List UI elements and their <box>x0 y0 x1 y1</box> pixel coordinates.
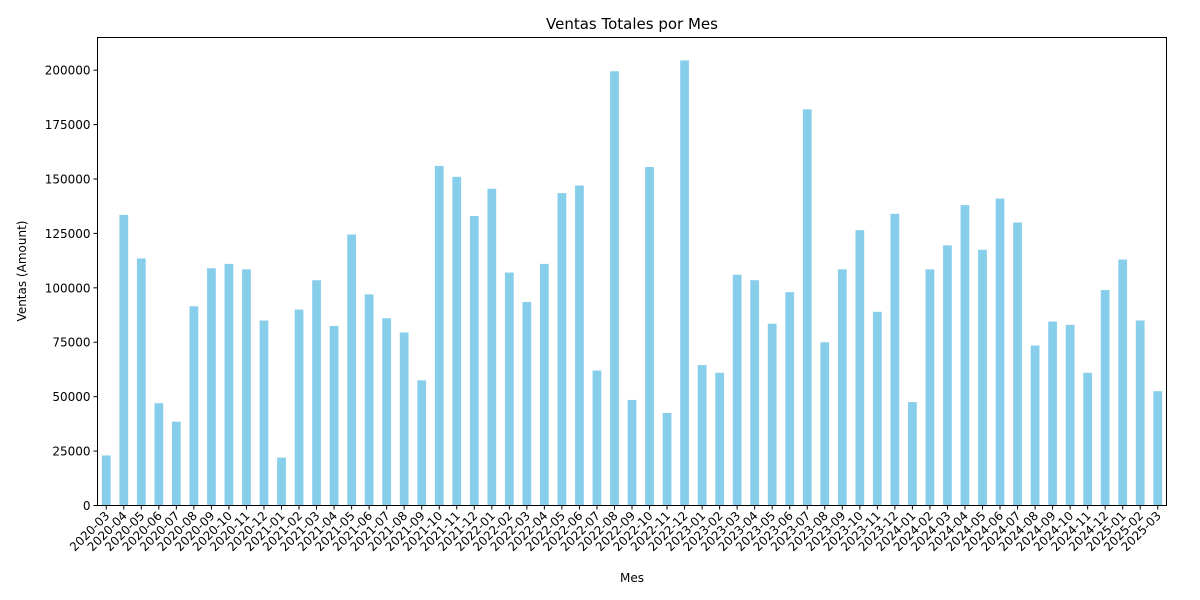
bar-2025-02 <box>1135 320 1145 506</box>
bar-2022-02 <box>504 272 514 506</box>
bar-2023-05 <box>767 323 777 506</box>
bar-2023-01 <box>697 365 707 506</box>
bar-2022-12 <box>680 60 689 506</box>
y-tick-label: 175000 <box>45 118 91 132</box>
bar-2020-03 <box>101 455 111 506</box>
y-tick-label: 25000 <box>52 445 90 459</box>
bar-2022-07 <box>592 370 602 506</box>
bar-2024-12 <box>1100 290 1110 506</box>
chart-title: Ventas Totales por Mes <box>546 15 718 33</box>
bar-2022-10 <box>645 167 654 506</box>
bar-2021-11 <box>452 176 462 506</box>
bar-2021-08 <box>399 332 409 506</box>
bar-2023-12 <box>890 213 900 506</box>
bar-2023-09 <box>837 269 847 506</box>
bar-2023-02 <box>715 372 724 506</box>
bar-2022-06 <box>575 185 584 506</box>
bar-2020-06 <box>154 403 164 506</box>
bar-2024-08 <box>1030 345 1040 506</box>
bars <box>101 60 1163 506</box>
bar-2020-09 <box>207 268 216 506</box>
x-axis-ticks: 2020-032020-042020-052020-062020-072020-… <box>67 505 1164 554</box>
bar-2021-04 <box>329 325 339 506</box>
bar-2022-03 <box>522 301 532 506</box>
y-axis-label: Ventas (Amount) <box>15 221 29 322</box>
bar-2023-08 <box>820 342 830 506</box>
bar-2021-03 <box>312 280 321 506</box>
bar-2020-10 <box>224 263 234 506</box>
y-tick-label: 50000 <box>52 390 90 404</box>
bar-2023-03 <box>732 274 742 506</box>
bar-2020-12 <box>259 320 269 506</box>
y-tick-label: 125000 <box>45 227 91 241</box>
bar-2020-07 <box>171 421 181 506</box>
bar-2024-07 <box>1013 222 1022 506</box>
bar-2024-02 <box>925 269 935 506</box>
bar-2022-09 <box>627 399 637 506</box>
bar-2024-04 <box>960 205 970 506</box>
bar-2021-12 <box>469 215 479 506</box>
bar-2022-05 <box>557 193 567 506</box>
y-tick-label: 100000 <box>45 281 91 295</box>
bar-2023-11 <box>872 311 882 506</box>
bar-2023-04 <box>750 280 760 506</box>
bar-2021-10 <box>434 165 444 506</box>
y-tick-label: 75000 <box>52 336 90 350</box>
bar-2024-01 <box>908 402 917 506</box>
y-axis-ticks: 0 25000 50000 75000 100000 125000 150000 175000… <box>45 64 98 513</box>
y-tick-label: 150000 <box>45 172 91 186</box>
bar-2025-01 <box>1118 259 1128 506</box>
plot-frame <box>97 37 1167 506</box>
bar-2021-01 <box>277 457 286 506</box>
bar-2022-04 <box>540 263 549 506</box>
bar-2020-04 <box>119 214 129 506</box>
x-axis-label: Mes <box>620 571 644 585</box>
bar-2022-08 <box>610 71 619 506</box>
y-tick-label: 200000 <box>45 64 91 78</box>
bar-2024-06 <box>995 198 1005 506</box>
bar-2022-11 <box>662 412 672 506</box>
bar-2021-05 <box>347 234 356 506</box>
bar-2024-10 <box>1065 324 1075 506</box>
bar-2025-03 <box>1153 391 1163 506</box>
bar-2022-01 <box>487 188 497 506</box>
bar-2023-10 <box>855 230 865 506</box>
bar-2023-07 <box>802 109 812 506</box>
bar-2024-05 <box>978 249 987 506</box>
bar-2024-03 <box>943 245 952 506</box>
bar-2020-08 <box>189 306 199 506</box>
y-tick-label: 0 <box>83 499 91 513</box>
bar-2020-05 <box>136 258 146 506</box>
bar-2021-07 <box>382 318 392 506</box>
bar-2021-02 <box>294 309 304 506</box>
bar-2021-06 <box>364 294 374 506</box>
bar-2023-06 <box>785 292 795 506</box>
bar-2021-09 <box>417 380 427 506</box>
bar-2024-09 <box>1048 321 1057 506</box>
bar-2024-11 <box>1083 372 1093 506</box>
bar-2020-11 <box>242 269 251 506</box>
